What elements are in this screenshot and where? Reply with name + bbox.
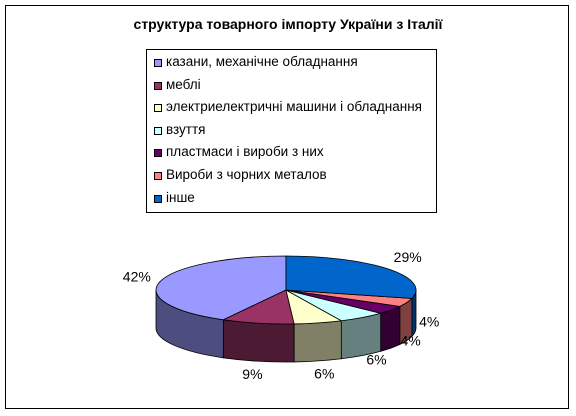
legend-label: Вироби з чорних металов xyxy=(166,166,327,182)
legend-label: пластмаси і вироби з них xyxy=(166,144,324,160)
legend-item: меблі xyxy=(147,77,436,100)
legend-item: Вироби з чорних металов xyxy=(147,167,436,190)
legend: казани, механічне обладнання меблі электри… xyxy=(146,49,437,213)
data-label: 4% xyxy=(400,333,420,349)
data-label: 6% xyxy=(314,365,334,381)
chart-title: структура товарного імпорту України з Іт… xyxy=(133,16,443,32)
legend-swatch xyxy=(154,104,162,113)
pie-slice-side xyxy=(293,320,342,363)
legend-swatch xyxy=(154,81,162,90)
legend-label: меблі xyxy=(166,76,201,92)
legend-swatch xyxy=(154,59,162,67)
pie-slice-side xyxy=(380,305,401,352)
data-label: 4% xyxy=(419,314,439,330)
data-label: 9% xyxy=(242,366,262,382)
legend-item: пластмаси і вироби з них xyxy=(147,144,436,167)
legend-item: электриелектричні машини і обладнання xyxy=(147,99,436,122)
pie-slice xyxy=(155,255,287,321)
legend-swatch xyxy=(154,126,162,135)
legend-item: інше xyxy=(147,190,436,213)
legend-label: інше xyxy=(166,189,195,205)
legend-item: казани, механічне обладнання xyxy=(147,54,436,77)
legend-label: электриелектричні машини і обладнання xyxy=(166,99,422,115)
legend-swatch xyxy=(154,171,162,180)
legend-swatch xyxy=(154,149,162,158)
pie-slice-side xyxy=(222,319,295,363)
legend-label: взуття xyxy=(166,121,206,137)
data-label: 42% xyxy=(123,269,151,285)
data-label: 29% xyxy=(394,249,422,265)
data-label: 6% xyxy=(366,352,386,368)
legend-label: казани, механічне обладнання xyxy=(166,54,358,69)
legend-item: взуття xyxy=(147,122,436,145)
legend-swatch xyxy=(154,194,162,203)
pie-slice xyxy=(285,255,417,299)
